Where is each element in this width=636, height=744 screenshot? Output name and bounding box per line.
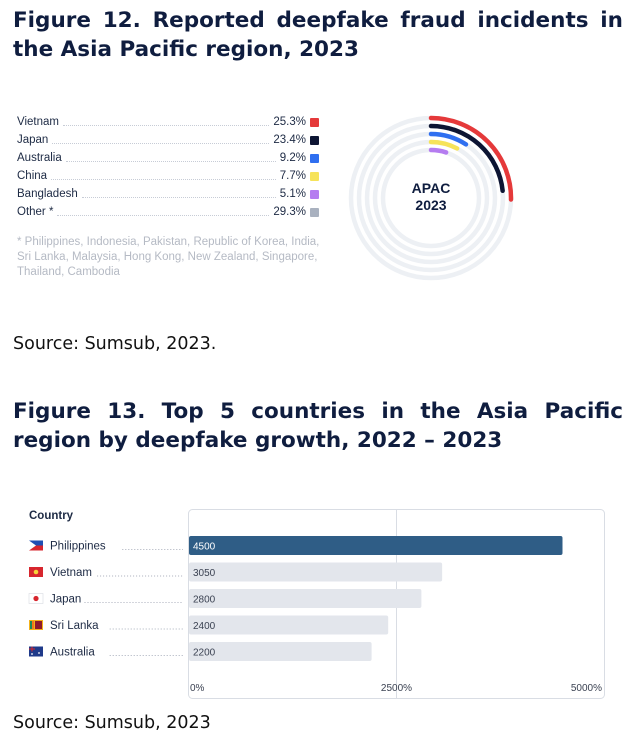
bar-vietnam [189,562,443,582]
legend-row: Other * 29.3% [17,203,319,221]
legend-leader-dots [65,160,276,162]
legend-value-label: 9.2% [279,152,306,164]
bar-value-label: 2400 [193,621,216,632]
donut-center-label-line1: APAC [412,180,451,196]
x-tick-label: 5000% [571,683,602,694]
legend-country-label: China [17,170,48,182]
category-label: Philippines [50,541,106,553]
category-label: Australia [50,647,95,659]
legend-row: Vietnam 25.3% [17,113,319,131]
figure-13-source: Source: Sumsub, 2023 [13,713,211,733]
figure-12-source: Source: Sumsub, 2023. [13,334,217,354]
donut-center-label-line2: 2023 [415,197,446,213]
ring-arc-vietnam [428,115,514,202]
legend-value-label: 25.3% [273,116,306,128]
concentric-ring-chart: APAC 2023 [348,115,514,281]
legend-swatch [310,189,319,199]
ring-arc-australia [428,131,469,147]
legend-value-label: 23.4% [273,134,306,146]
x-tick-label: 2500% [381,683,412,694]
legend-swatch [310,135,319,145]
category-label: Sri Lanka [50,620,99,632]
flag-part [32,621,34,629]
flag-part [29,545,43,551]
legend-leader-dots [62,124,270,126]
legend-swatch [310,207,319,217]
x-tick-label: 0% [190,683,205,694]
legend-leader-dots [51,178,276,180]
legend-swatch [310,117,319,127]
ring-arc-japan [428,123,505,194]
legend-country-label: Bangladesh [17,188,78,200]
bar-japan [189,589,422,608]
flag-part [29,540,36,551]
legend-value-label: 5.1% [279,188,306,200]
philippines-flag-icon [29,540,43,551]
plot-frame [188,509,605,699]
horizontal-bar-chart: Country 4500 Philippines 3050 Vietnam 2800 Ja… [28,509,605,699]
legend-leader-dots [52,142,270,144]
flag-part [30,621,32,629]
legend-row: Japan 23.4% [17,131,319,149]
legend-country-label: Japan [17,134,49,146]
legend-country-label: Vietnam [17,116,59,128]
bar-value-label: 4500 [193,542,216,553]
australia-flag-icon [29,646,43,657]
category-axis-header: Country [29,510,74,522]
figure-13-title: Figure 13. Top 5 countries in the Asia P… [13,399,623,453]
bar-value-label: 3050 [193,568,216,579]
donut-legend: Vietnam 25.3% Japan 23.4% Australia 9.2% Ch… [17,113,319,221]
legend-row: Bangladesh 5.1% [17,185,319,203]
flag-part [35,621,42,629]
legend-row: Australia 9.2% [17,149,319,167]
figure-12-title: Figure 12. Reported deepfake fraud incid… [13,8,623,62]
legend-country-label: Australia [17,152,62,164]
flag-part [38,652,40,654]
legend-leader-dots [57,214,270,216]
flag-part [31,646,33,652]
category-label: Japan [50,594,81,606]
legend-footnote: * Philippines, Indonesia, Pakistan, Repu… [17,236,320,278]
ring-arc-bangladesh [428,147,449,155]
ring-arc-china [428,139,460,151]
legend-value-label: 29.3% [273,206,306,218]
legend-swatch [310,171,319,181]
bar-value-label: 2200 [193,648,216,659]
sri-lanka-flag-icon [29,620,43,630]
flag-part [33,595,39,602]
bar-sri-lanka [189,615,389,635]
vietnam-flag-icon [29,567,43,577]
bar-australia [189,642,372,661]
flag-part [31,653,33,655]
flag-part [29,646,43,657]
legend-value-label: 7.7% [279,170,306,182]
legend-row: China 7.7% [17,167,319,185]
flag-part [33,569,39,575]
legend-leader-dots [81,196,276,198]
bar-value-label: 2800 [193,595,216,606]
bar-philippines [189,536,563,555]
japan-flag-icon [28,593,44,604]
legend-swatch [310,153,319,163]
category-label: Vietnam [50,567,92,579]
legend-country-label: Other * [17,206,54,218]
flag-part [29,540,43,546]
